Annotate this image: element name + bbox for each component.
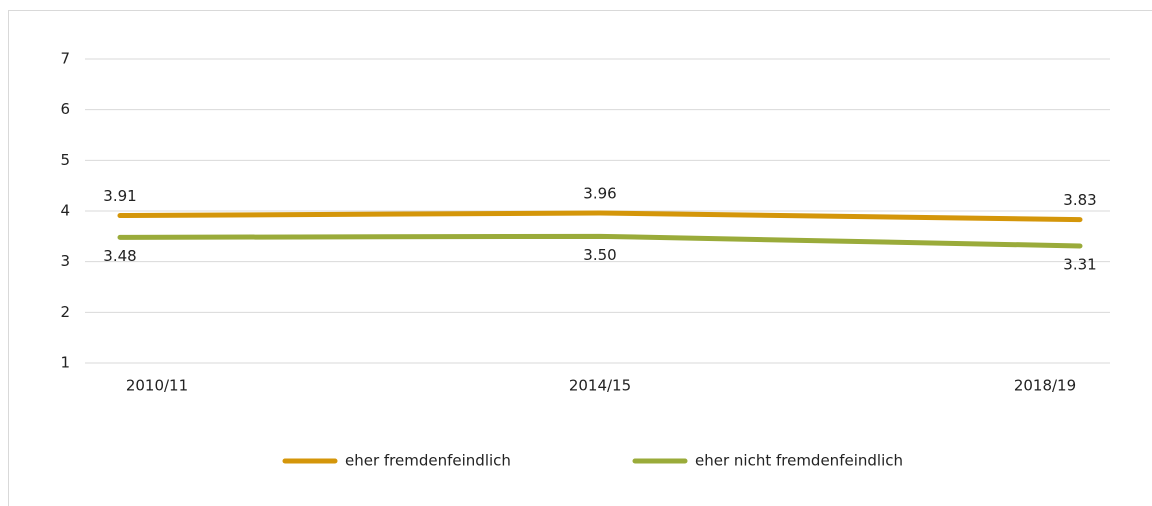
y-tick-label: 5 <box>60 151 70 169</box>
data-label: 3.96 <box>583 185 616 203</box>
y-tick-label: 6 <box>60 100 70 118</box>
y-tick-label: 2 <box>60 303 70 321</box>
x-tick-label: 2010/11 <box>126 377 188 395</box>
y-tick-label: 7 <box>60 50 70 68</box>
data-label: 3.48 <box>103 247 136 265</box>
legend-label: eher nicht fremdenfeindlich <box>695 452 903 470</box>
data-label: 3.50 <box>583 246 616 264</box>
data-label: 3.91 <box>103 187 136 205</box>
y-tick-label: 3 <box>60 252 70 270</box>
y-tick-label: 1 <box>60 354 70 372</box>
x-tick-label: 2018/19 <box>1014 377 1076 395</box>
legend-label: eher fremdenfeindlich <box>345 452 511 470</box>
chart-frame <box>8 10 1152 506</box>
x-tick-label: 2014/15 <box>569 377 631 395</box>
series-line <box>117 233 1083 249</box>
data-label: 3.83 <box>1063 191 1096 209</box>
series-line <box>117 210 1083 223</box>
data-label: 3.31 <box>1063 255 1096 273</box>
y-tick-label: 4 <box>60 202 70 220</box>
